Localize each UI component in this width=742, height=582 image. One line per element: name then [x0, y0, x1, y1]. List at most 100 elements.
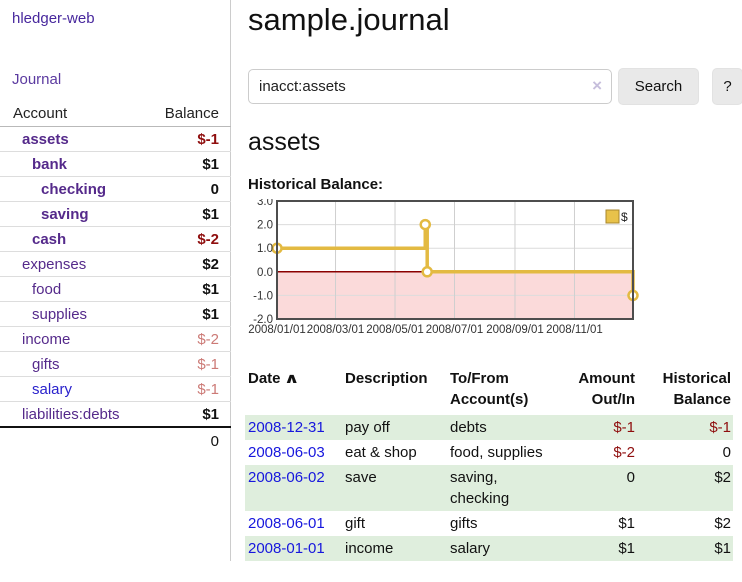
svg-text:2.0: 2.0 — [257, 220, 273, 232]
sidebar-item-journal[interactable]: Journal — [12, 71, 62, 88]
sidebar-account-checking[interactable]: checking — [41, 180, 107, 198]
transaction-balance: $1 — [714, 540, 731, 557]
account-column-header: Account — [13, 105, 68, 122]
transaction-date-link[interactable]: 2008-06-03 — [248, 444, 325, 461]
transaction-amount: $-1 — [613, 419, 635, 436]
page-title: sample.journal — [248, 2, 450, 37]
sidebar-account-supplies[interactable]: supplies — [32, 305, 88, 323]
transaction-description: save — [345, 469, 377, 486]
svg-text:2008/03/01: 2008/03/01 — [307, 324, 365, 336]
account-row: assets $-1 — [0, 126, 231, 151]
account-balance: $-1 — [197, 380, 219, 398]
help-button[interactable]: ? — [712, 68, 742, 105]
search-button[interactable]: Search — [618, 68, 699, 105]
transaction-row: 2008-06-02 save saving, checking 0 $2 — [245, 465, 733, 511]
transactions-header-row: Date ∧ Description To/From Account(s) Amo… — [245, 368, 733, 415]
transaction-balance: 0 — [722, 444, 731, 461]
accounts-table: Account Balance assets $-1 bank $1 checking 0… — [0, 102, 231, 451]
account-balance: $-2 — [197, 230, 219, 248]
svg-text:2008/09/01: 2008/09/01 — [486, 324, 544, 336]
account-balance: $2 — [202, 255, 219, 273]
account-row: gifts $-1 — [0, 351, 231, 376]
account-row: liabilities:debts $1 — [0, 401, 231, 426]
accounts-table-header: Account Balance — [0, 102, 231, 126]
account-balance: $-1 — [197, 355, 219, 373]
transaction-balance: $-1 — [709, 419, 731, 436]
transaction-description: eat & shop — [345, 444, 417, 461]
transaction-date-link[interactable]: 2008-01-01 — [248, 540, 325, 557]
svg-text:-1.0: -1.0 — [253, 290, 273, 302]
transaction-row: 2008-06-03 eat & shop food, supplies $-2 0 — [245, 440, 733, 465]
account-row: cash $-2 — [0, 226, 231, 251]
transaction-accounts: debts — [450, 419, 487, 436]
account-row: salary $-1 — [0, 376, 231, 401]
svg-text:-2.0: -2.0 — [253, 314, 273, 326]
transaction-amount: $1 — [618, 515, 635, 532]
chart-label: Historical Balance: — [248, 176, 384, 193]
account-balance: $-1 — [197, 130, 219, 148]
amount-column-header: Amount Out/In — [578, 370, 635, 408]
app-title-link[interactable]: hledger-web — [12, 10, 95, 27]
account-row: expenses $2 — [0, 251, 231, 276]
sidebar-account-liabilities-debts[interactable]: liabilities:debts — [22, 405, 120, 423]
historical-balance-chart: $3.0 2.0 1.0 0.0 -1.0 -2.0 2008/01/01 2008/03/0… — [248, 196, 742, 352]
svg-text:0.0: 0.0 — [257, 267, 273, 279]
date-header-label: Date — [248, 370, 281, 387]
sidebar-account-bank[interactable]: bank — [32, 155, 68, 173]
legend-label: $ — [621, 210, 628, 224]
transaction-description: income — [345, 540, 394, 557]
main-content: sample.journal × Search ? assets Histori… — [231, 0, 742, 561]
sidebar-account-cash[interactable]: cash — [32, 230, 67, 248]
sidebar-account-food[interactable]: food — [32, 280, 62, 298]
transaction-amount: $1 — [618, 540, 635, 557]
account-balance: $-2 — [197, 330, 219, 348]
transaction-description: pay off — [345, 419, 390, 436]
search-input[interactable] — [248, 69, 612, 104]
sidebar: hledger-web Journal Account Balance asse… — [0, 0, 231, 561]
transactions-body: 2008-12-31 pay off debts $-1 $-1 2008-06-03 ea… — [245, 415, 733, 561]
account-row: saving $1 — [0, 201, 231, 226]
sidebar-account-expenses[interactable]: expenses — [22, 255, 87, 273]
search-input-wrap: × — [248, 69, 612, 104]
svg-text:3.0: 3.0 — [257, 199, 273, 208]
svg-text:2008/05/01: 2008/05/01 — [366, 324, 424, 336]
transaction-row: 2008-01-01 income salary $1 $1 — [245, 536, 733, 561]
transaction-date-link[interactable]: 2008-06-02 — [248, 469, 325, 486]
transaction-row: 2008-12-31 pay off debts $-1 $-1 — [245, 415, 733, 440]
transactions-table: Date ∧ Description To/From Account(s) Amo… — [245, 368, 733, 561]
search-form: × Search ? — [248, 68, 742, 105]
account-balance: $1 — [202, 155, 219, 173]
date-column-header[interactable]: Date ∧ — [245, 368, 342, 415]
app-window: hledger-web Journal Account Balance asse… — [0, 0, 742, 561]
sidebar-account-assets[interactable]: assets — [22, 130, 69, 148]
transaction-balance: $2 — [714, 515, 731, 532]
account-balance: $1 — [202, 305, 219, 323]
account-row: checking 0 — [0, 176, 231, 201]
transaction-date-link[interactable]: 2008-12-31 — [248, 419, 325, 436]
sidebar-account-gifts[interactable]: gifts — [32, 355, 60, 373]
account-balance: $1 — [202, 405, 219, 423]
sidebar-account-income[interactable]: income — [22, 330, 71, 348]
legend-swatch-icon — [605, 209, 620, 224]
sidebar-account-saving[interactable]: saving — [41, 205, 89, 223]
svg-text:2008/01/01: 2008/01/01 — [248, 324, 306, 336]
account-row: bank $1 — [0, 151, 231, 176]
transaction-description: gift — [345, 515, 366, 532]
transaction-date-link[interactable]: 2008-06-01 — [248, 515, 325, 532]
account-balance: $1 — [202, 280, 219, 298]
svg-text:2008/07/01: 2008/07/01 — [426, 324, 484, 336]
account-row: income $-2 — [0, 326, 231, 351]
transaction-accounts: salary — [450, 540, 491, 557]
sidebar-account-salary[interactable]: salary — [32, 380, 73, 398]
transaction-amount: $-2 — [613, 444, 635, 461]
account-balance: 0 — [210, 180, 219, 198]
balance-column-header-main: Historical Balance — [662, 370, 731, 408]
account-row: supplies $1 — [0, 301, 231, 326]
balance-column-header: Balance — [164, 105, 219, 122]
clear-search-icon[interactable]: × — [592, 76, 602, 95]
sort-asc-icon: ∧ — [283, 370, 300, 386]
transaction-accounts: saving, checking — [450, 469, 510, 507]
transaction-accounts: food, supplies — [450, 444, 543, 461]
transaction-balance: $2 — [714, 469, 731, 486]
